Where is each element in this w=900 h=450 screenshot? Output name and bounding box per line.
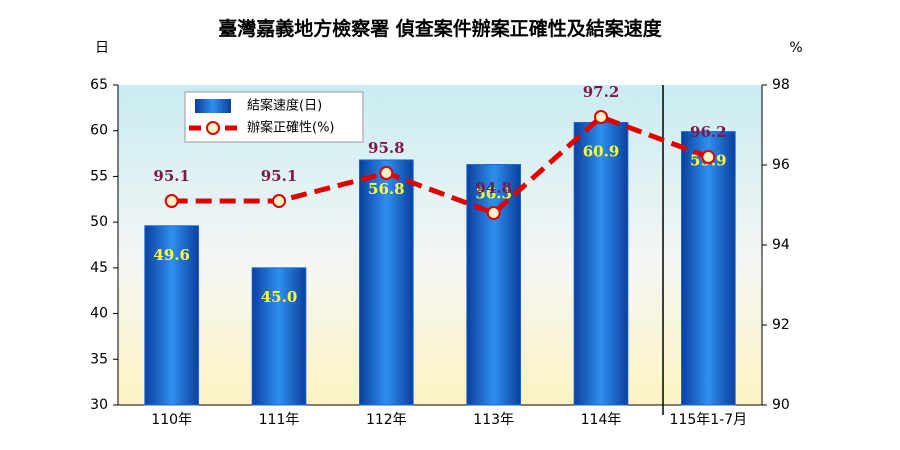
line-value-label: 97.2 (583, 83, 620, 101)
x-tick-label: 113年 (473, 412, 514, 428)
x-tick-label: 112年 (366, 412, 407, 428)
bar-value-label: 60.9 (583, 142, 620, 160)
y-tick-label: 30 (90, 397, 108, 413)
y-tick-label: 45 (90, 260, 108, 276)
y2-tick-label: 96 (772, 157, 790, 173)
y2-axis-label: % (789, 40, 802, 56)
bar (681, 131, 736, 406)
line-marker (379, 166, 394, 180)
y-tick-label: 60 (90, 123, 108, 139)
line-value-label: 95.8 (368, 139, 405, 157)
bar-value-label: 45.0 (261, 288, 298, 306)
y2-tick-label: 94 (772, 237, 790, 253)
y-tick-label: 35 (90, 351, 108, 367)
bar (359, 159, 414, 406)
y2-tick-label: 98 (772, 77, 790, 93)
line-marker (594, 110, 608, 124)
legend-marker (206, 121, 220, 135)
bar-value-label: 49.6 (153, 246, 190, 264)
line-marker (486, 206, 501, 220)
line-marker (272, 194, 286, 208)
bar (573, 121, 629, 406)
y-tick-label: 55 (90, 168, 108, 184)
bar-value-label: 56.3 (475, 185, 512, 203)
line-marker (164, 194, 179, 208)
legend-swatch (195, 99, 231, 113)
y2-tick-label: 92 (772, 317, 790, 333)
line (171, 114, 710, 216)
line-value-label: 95.1 (261, 167, 298, 185)
bar (144, 225, 199, 406)
line-value-label: 96.2 (690, 123, 727, 141)
legend-label: 結案速度(日) (247, 98, 322, 114)
legend-label: 辦案正確性(%) (247, 120, 335, 136)
line-marker (701, 150, 716, 164)
bar-value-label: 56.8 (368, 180, 405, 198)
y2-tick-label: 90 (772, 397, 790, 413)
bar (251, 267, 307, 406)
x-tick-label: 111年 (259, 412, 300, 428)
chart-title: 臺灣嘉義地方檢察署 偵查案件辦案正確性及結案速度 (218, 17, 663, 40)
x-tick-label: 110年 (151, 412, 192, 428)
y-tick-label: 50 (90, 214, 108, 230)
x-tick-label: 115年1-7月 (670, 412, 748, 428)
y-axis-label: 日 (95, 40, 109, 56)
x-tick-label: 114年 (581, 412, 622, 428)
line-value-label: 95.1 (153, 167, 190, 185)
y-tick-label: 65 (90, 77, 108, 93)
line-value-label: 94.8 (475, 179, 512, 197)
y-tick-label: 40 (90, 306, 108, 322)
